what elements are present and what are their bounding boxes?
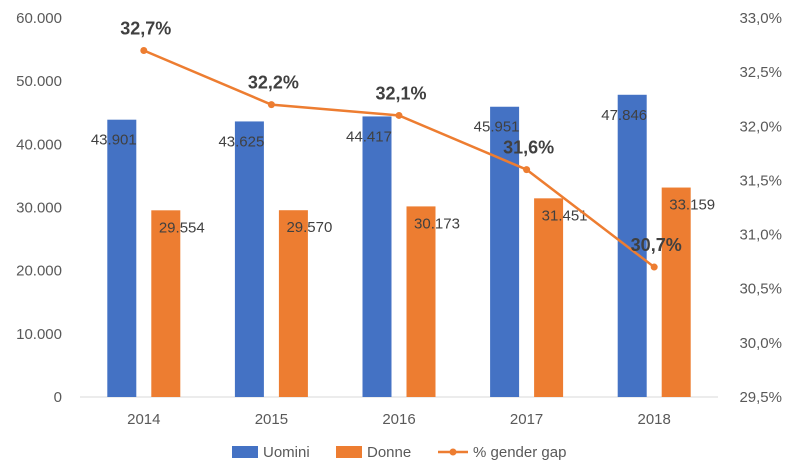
legend-label-donne: Donne xyxy=(367,444,411,461)
gender-gap-point xyxy=(523,166,531,174)
bar-label-donne: 30.173 xyxy=(414,215,460,232)
bar-donne xyxy=(151,210,181,397)
gender-gap-label: 32,2% xyxy=(248,73,299,93)
gender-gap-point xyxy=(267,101,275,109)
bar-uomini xyxy=(617,94,647,397)
y-right-tick-label: 30,5% xyxy=(739,281,782,298)
bar-label-uomini: 43.901 xyxy=(91,132,137,149)
y-right-tick-label: 30,0% xyxy=(739,335,782,352)
x-tick-label: 2018 xyxy=(638,411,671,428)
gender-gap-point xyxy=(650,263,658,271)
y-right-tick-label: 31,0% xyxy=(739,227,782,244)
bar-donne xyxy=(278,210,308,397)
x-axis: 2014 2015 2016 2017 2018 xyxy=(127,411,671,428)
x-tick-label: 2016 xyxy=(382,411,415,428)
y-axis-left: 0 10.000 20.000 30.000 40.000 50.000 60.000 xyxy=(16,10,62,406)
bar-donne xyxy=(661,187,691,397)
bar-label-uomini: 45.951 xyxy=(474,119,520,136)
gender-gap-label: 32,7% xyxy=(120,18,171,38)
y-right-tick-label: 32,0% xyxy=(739,118,782,135)
bars xyxy=(107,94,691,397)
y-left-tick-label: 50.000 xyxy=(16,73,62,90)
y-right-tick-label: 32,5% xyxy=(739,64,782,81)
bar-label-donne: 31.451 xyxy=(542,207,588,224)
gender-gap-labels: 32,7% 32,2% 32,1% 31,6% 30,7% xyxy=(120,18,681,255)
legend-swatch-uomini xyxy=(232,446,258,458)
y-left-tick-label: 0 xyxy=(54,389,62,406)
y-left-tick-label: 40.000 xyxy=(16,136,62,153)
legend-swatch-donne xyxy=(336,446,362,458)
bar-label-donne: 29.554 xyxy=(159,219,205,236)
bar-uomini xyxy=(234,121,264,397)
y-left-tick-label: 30.000 xyxy=(16,200,62,217)
bar-label-donne: 33.159 xyxy=(669,197,715,214)
legend: Uomini Donne % gender gap xyxy=(232,444,566,461)
y-right-tick-label: 29,5% xyxy=(739,389,782,406)
y-left-tick-label: 10.000 xyxy=(16,326,62,343)
gender-gap-line xyxy=(140,46,658,271)
legend-label-gender-gap: % gender gap xyxy=(473,444,566,461)
bar-label-uomini: 47.846 xyxy=(601,107,647,124)
x-tick-label: 2015 xyxy=(255,411,288,428)
gender-gap-point xyxy=(140,46,148,54)
y-right-tick-label: 33,0% xyxy=(739,10,782,27)
bar-donne xyxy=(406,206,436,397)
y-right-tick-label: 31,5% xyxy=(739,172,782,189)
gender-gap-point xyxy=(395,111,403,119)
bar-label-uomini: 44.417 xyxy=(346,128,392,145)
x-tick-label: 2017 xyxy=(510,411,543,428)
gender-gap-label: 30,7% xyxy=(631,235,682,255)
bar-labels: 43.901 43.625 44.417 45.951 47.846 29.554 29.5… xyxy=(91,107,715,237)
gender-gap-label: 32,1% xyxy=(375,83,426,103)
gender-gap-label: 31,6% xyxy=(503,138,554,158)
bar-donne xyxy=(534,198,564,397)
y-left-tick-label: 20.000 xyxy=(16,263,62,280)
legend-label-uomini: Uomini xyxy=(263,444,310,461)
bar-label-donne: 29.570 xyxy=(286,219,332,236)
legend-marker-gender-gap xyxy=(449,448,457,456)
x-tick-label: 2014 xyxy=(127,411,160,428)
bar-uomini xyxy=(107,119,137,397)
bar-label-uomini: 43.625 xyxy=(218,133,264,150)
y-left-tick-label: 60.000 xyxy=(16,10,62,27)
y-axis-right: 29,5% 30,0% 30,5% 31,0% 31,5% 32,0% 32,5% 33,0% xyxy=(739,10,782,406)
bar-uomini xyxy=(362,116,392,397)
